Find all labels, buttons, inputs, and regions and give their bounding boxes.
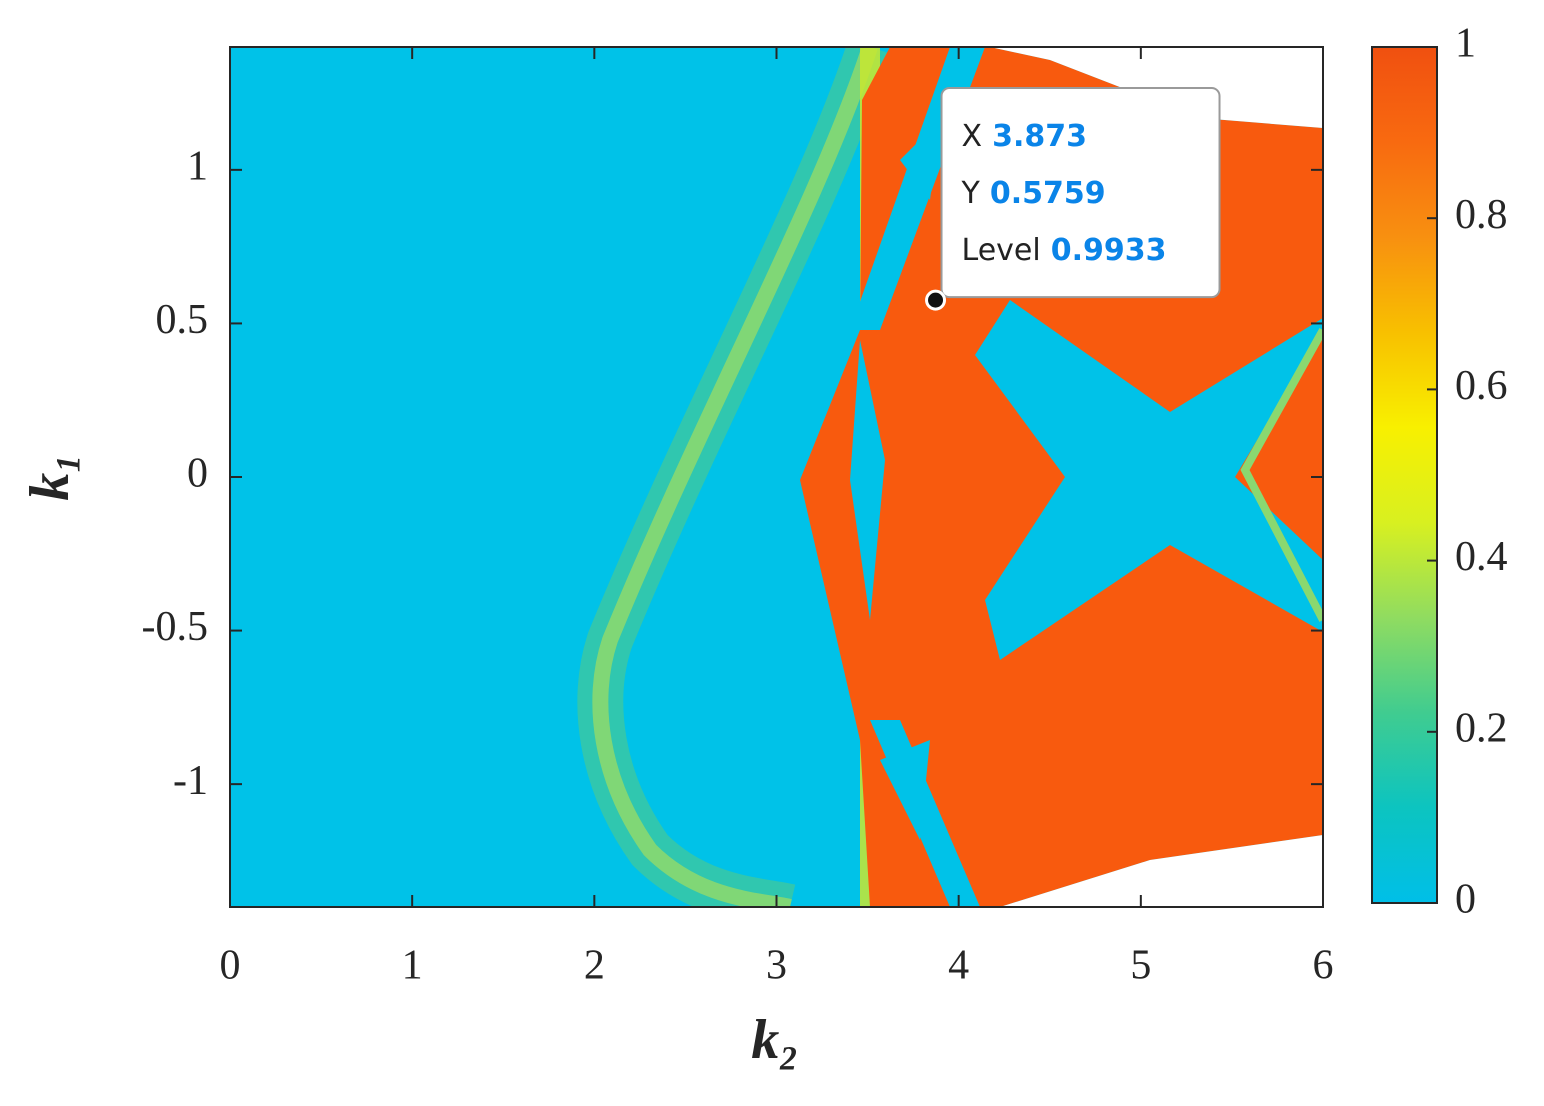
datatip-row: Level 0.9933 [962,233,1167,268]
x-axis-label: k₂ [751,1009,799,1071]
datatip-value: 0.5759 [990,176,1106,211]
colorbar-tick-label: 0 [1455,877,1476,923]
colorbar-tick-label: 0.6 [1455,363,1508,409]
colorbar-tick-label: 0.2 [1455,705,1508,751]
x-tick-label: 3 [766,943,787,989]
datatip-label: Level [962,233,1041,268]
y-tick-label: -0.5 [142,604,209,650]
y-tick-label: 0 [187,451,208,497]
x-tick-label: 0 [220,943,241,989]
x-tick-label: 1 [402,943,423,989]
y-axis-label: k₁ [19,453,81,501]
y-tick-label: 1 [187,143,208,189]
datatip-value: 0.9933 [1051,233,1167,268]
x-tick-label: 4 [948,943,969,989]
x-tick-label: 6 [1313,943,1334,989]
datatip-marker [925,289,947,311]
x-tick-label: 2 [584,943,605,989]
colorbar [1371,46,1438,904]
x-tick-label: 5 [1130,943,1151,989]
datatip-row: Y 0.5759 [961,176,1106,211]
y-tick-label: -1 [173,758,208,804]
datatip-label: X [962,119,983,154]
datatip-value: 3.873 [992,119,1087,154]
datatip-row: X 3.873 [962,119,1087,154]
y-tick-label: 0.5 [156,297,209,343]
colorbar-tick-label: 0.4 [1455,534,1508,580]
datatip-label: Y [961,176,981,211]
colorbar-tick-label: 1 [1455,21,1476,67]
colorbar-tick-label: 0.8 [1455,192,1508,238]
datatip-box [940,87,1221,299]
